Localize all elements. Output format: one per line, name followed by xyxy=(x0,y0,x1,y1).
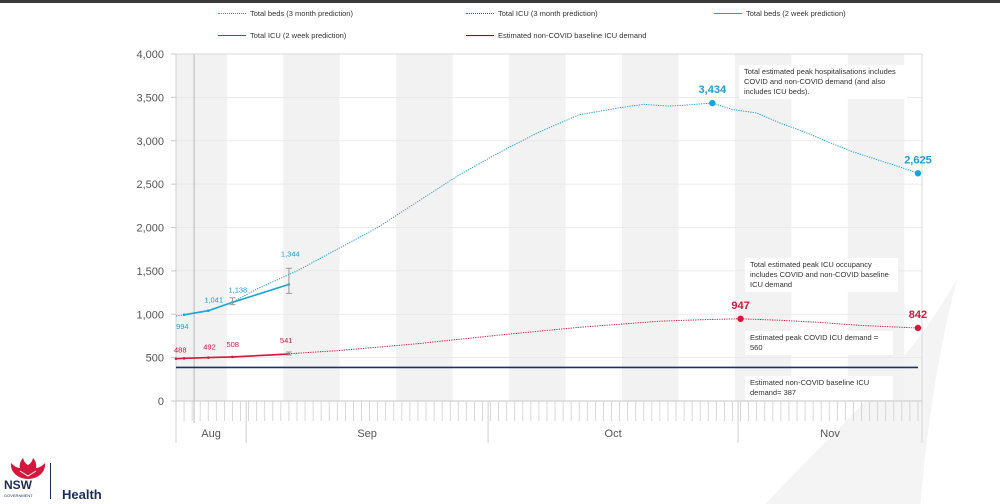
note-beds-peak: Total estimated peak hospitalisations in… xyxy=(739,65,907,99)
data-point xyxy=(206,356,210,359)
total-beds-2-week-prediction-line xyxy=(183,283,290,316)
legend-swatch xyxy=(714,13,742,14)
annotation-marker xyxy=(914,170,922,177)
data-point xyxy=(174,357,178,360)
legend-item-beds-3-month: Total beds (3 month prediction) xyxy=(218,9,353,18)
icu-2-week-label: 508 xyxy=(226,340,239,349)
data-point xyxy=(231,355,234,359)
y-tick-label: 2,500 xyxy=(136,179,164,191)
annotation-marker xyxy=(737,315,744,323)
y-tick-label: 4,000 xyxy=(136,49,164,61)
beds-2-week-label: 1,344 xyxy=(281,249,300,258)
icu-2-week-label: 492 xyxy=(203,343,216,352)
y-tick-label: 1,000 xyxy=(136,309,164,321)
legend-item-icu-3-month: Total ICU (3 month prediction) xyxy=(466,9,598,18)
beds-2-week-label: 994 xyxy=(176,322,189,331)
icu-2-week-label: 541 xyxy=(280,336,293,345)
data-point xyxy=(182,313,186,317)
legend-label: Total beds (3 month prediction) xyxy=(250,9,353,18)
data-point xyxy=(206,309,210,312)
y-tick-label: 2,000 xyxy=(136,223,164,235)
legend-swatch xyxy=(218,35,246,36)
annotation-label: 3,434 xyxy=(699,84,727,96)
y-tick-label: 1,500 xyxy=(136,266,164,278)
error-bars xyxy=(229,267,292,356)
month-label: Oct xyxy=(605,428,622,440)
month-label: Nov xyxy=(820,428,840,440)
total-icu-3-month-prediction-line xyxy=(175,318,919,360)
legend-item-icu-2-week: Total ICU (2 week prediction) xyxy=(218,31,346,40)
legend-swatch xyxy=(466,35,494,36)
annotation-label: 947 xyxy=(731,300,749,312)
y-tick-label: 3,500 xyxy=(136,92,164,104)
logo-divider xyxy=(50,463,51,499)
month-label: Aug xyxy=(201,428,221,440)
legend-label: Total beds (2 week prediction) xyxy=(746,9,846,18)
legend-label: Estimated non-COVID baseline ICU demand xyxy=(498,31,647,40)
y-axis: 0 500 1,000 1,500 2,000 2,500 3,000 3,500 4,000 xyxy=(136,49,923,443)
y-tick-label: 3,000 xyxy=(136,136,164,148)
note-covid-icu: Estimated peak COVID ICU demand = 560 xyxy=(745,331,893,355)
beds-2-week-label: 1,138 xyxy=(228,285,247,294)
x-axis: Aug Sep Oct Nov xyxy=(175,400,922,443)
y-tick-label: 0 xyxy=(158,396,164,408)
nsw-wordmark: NSW xyxy=(4,478,32,492)
legend-label: Total ICU (3 month prediction) xyxy=(498,9,598,18)
annotation-marker xyxy=(914,324,922,332)
note-baseline-icu: Estimated non-COVID baseline ICU demand=… xyxy=(745,376,893,400)
legend-item-baseline-icu: Estimated non-COVID baseline ICU demand xyxy=(466,31,646,40)
watermark-logo xyxy=(765,165,1000,504)
month-label: Sep xyxy=(357,428,377,440)
series-group xyxy=(174,102,919,369)
y-tick-label: 500 xyxy=(146,353,164,365)
government-wordmark: GOVERNMENT xyxy=(4,493,33,498)
legend-item-beds-2-week: Total beds (2 week prediction) xyxy=(714,9,846,18)
annotation-label: 2,625 xyxy=(904,154,932,166)
legend-label: Total ICU (2 week prediction) xyxy=(250,31,347,40)
nsw-health-logo xyxy=(4,458,124,504)
legend-swatch xyxy=(218,13,246,14)
icu-2-week-label: 488 xyxy=(174,346,187,355)
legend-swatch xyxy=(466,13,494,14)
beds-2-week-label: 1,041 xyxy=(204,296,223,305)
annotation-label: 842 xyxy=(909,309,927,321)
data-labels: 994 1,041 1,138 1,344 488 492 508 541 3,434 2,625… xyxy=(174,84,932,355)
data-point xyxy=(182,357,186,360)
waratah-icon xyxy=(10,458,46,479)
top-border xyxy=(0,0,1000,3)
annotation-marker xyxy=(709,99,716,107)
health-wordmark: Health xyxy=(62,487,102,502)
note-icu-peak: Total estimated peak ICU occupancy inclu… xyxy=(745,258,898,292)
